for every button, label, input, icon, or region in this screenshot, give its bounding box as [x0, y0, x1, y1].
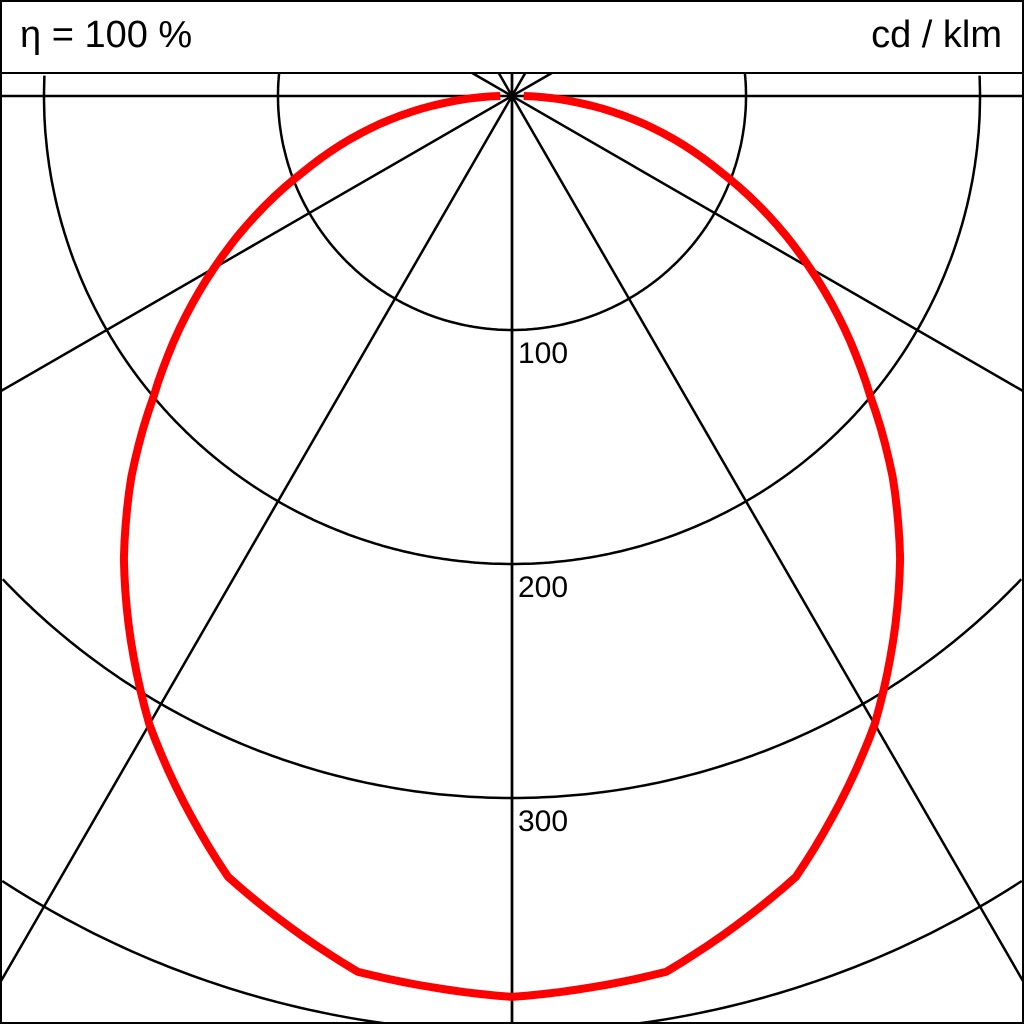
intensity-curve: [119, 92, 905, 1001]
angle-ray-60: [471, 71, 1024, 393]
angle-ray-120: [0, 71, 553, 393]
radial-tick-label: 100: [518, 337, 568, 370]
unit-label: cd / klm: [871, 14, 1002, 56]
angle-ray-30: [497, 72, 1024, 984]
radial-tick-label: 200: [518, 571, 568, 604]
radial-circle-400: [1, 879, 390, 1024]
radial-circle-100: [743, 73, 748, 96]
efficiency-label: η = 100 %: [20, 14, 193, 56]
radial-circle-100: [276, 73, 748, 332]
angle-ray-150: [0, 72, 527, 984]
radial-tick-label: 300: [518, 805, 568, 838]
radial-circle-400: [634, 879, 1023, 1024]
radial-circle-200: [42, 75, 982, 566]
